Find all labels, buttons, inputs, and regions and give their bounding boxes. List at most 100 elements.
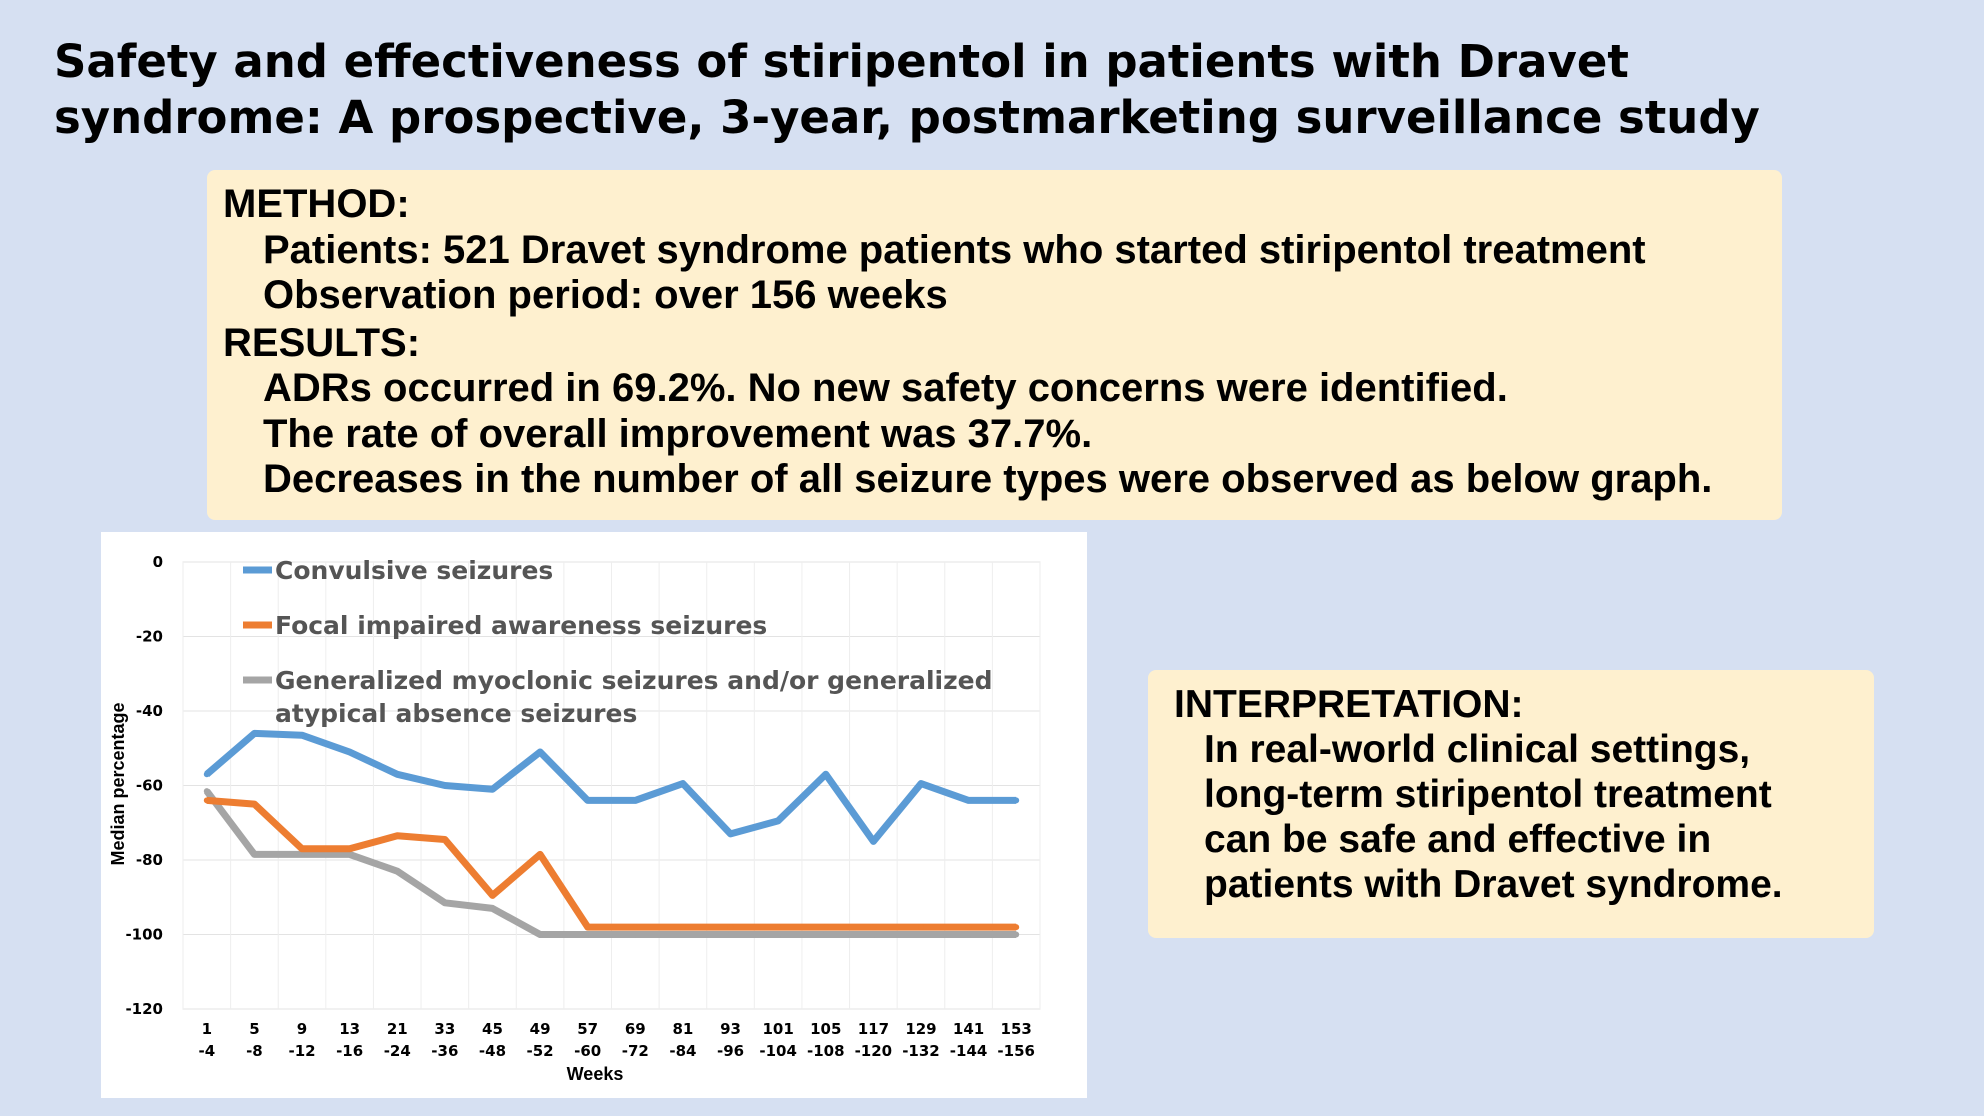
x-tick-label-week-end: -48 (479, 1042, 506, 1060)
data-point (775, 931, 782, 938)
x-tick-label-week-end: -132 (902, 1042, 940, 1060)
data-point (727, 830, 734, 837)
x-tick-label-week-end: -8 (246, 1042, 263, 1060)
y-tick-label: -40 (136, 702, 163, 720)
data-point (251, 801, 258, 808)
y-axis-title: Median percentage (108, 702, 128, 865)
result-adr-text: ADRs occurred in 69.2%. No new safety co… (263, 366, 1508, 410)
legend-label: Generalized myoclonic seizures and/or ge… (275, 666, 993, 695)
data-point (965, 924, 972, 931)
observation-text: Observation period: over 156 weeks (263, 273, 948, 317)
x-tick-label-week-start: 9 (297, 1020, 307, 1038)
result-decrease-text: Decreases in the number of all seizure t… (263, 457, 1713, 501)
interpretation-heading: INTERPRETATION: (1174, 683, 1524, 726)
line-chart: 0 -20 -40 -60 -80 -100 -120 1 -4 5 -8 9 -12 13 -16 21 -… (108, 553, 1041, 1084)
data-point (1013, 924, 1020, 931)
y-tick-label: -120 (125, 1000, 163, 1018)
x-tick-label-week-start: 5 (249, 1020, 259, 1038)
data-point (299, 732, 305, 739)
data-point (1013, 797, 1020, 804)
x-tick-label-week-start: 129 (905, 1020, 936, 1038)
x-tick-label-week-end: -12 (288, 1042, 315, 1060)
data-point (965, 797, 972, 804)
result-improvement-text: The rate of overall improvement was 37.7… (263, 411, 1093, 456)
results-heading: RESULTS: (223, 320, 421, 365)
title-line-2: syndrome: A prospective, 3-year, postmar… (54, 91, 1760, 144)
data-point (537, 749, 544, 755)
chart-series (203, 729, 1020, 938)
data-point (775, 924, 782, 931)
data-point (870, 931, 877, 938)
x-tick-label-week-start: 57 (577, 1020, 598, 1038)
data-point (679, 780, 686, 787)
x-axis-ticks: 1 -4 5 -8 9 -12 13 -16 21 -24 33 -36 45 -48 49 -52 57 -60… (198, 1020, 1034, 1060)
title-line-1: Safety and effectiveness of stiripentol … (54, 35, 1629, 88)
legend-label: Convulsive seizures (275, 556, 553, 585)
x-tick-label-week-end: -16 (336, 1042, 363, 1060)
x-tick-label-week-end: -36 (431, 1042, 458, 1060)
x-tick-label-week-end: -96 (717, 1042, 744, 1060)
y-axis-ticks: 0 -20 -40 -60 -80 -100 -120 (125, 553, 163, 1018)
interpretation-box: INTERPRETATION: In real-world clinical s… (1148, 670, 1874, 938)
x-tick-label-week-end: -84 (669, 1042, 696, 1060)
x-tick-label-week-end: -60 (574, 1042, 601, 1060)
x-tick-label-week-end: -24 (384, 1042, 411, 1060)
data-point (822, 924, 829, 931)
data-point (584, 931, 591, 938)
legend-label: Focal impaired awareness seizures (275, 611, 767, 640)
interpretation-line-2: long-term stiripentol treatment (1204, 773, 1772, 816)
x-tick-label-week-end: -52 (527, 1042, 554, 1060)
interpretation-line-1: In real-world clinical settings, (1204, 728, 1751, 771)
patients-text: Patients: 521 Dravet syndrome patients w… (263, 227, 1646, 272)
x-tick-label-week-start: 141 (953, 1020, 984, 1038)
x-tick-label-week-end: -4 (198, 1042, 215, 1060)
data-point (203, 797, 210, 804)
data-point (1013, 931, 1020, 938)
x-tick-label-week-start: 69 (625, 1020, 646, 1038)
x-tick-label-week-start: 45 (482, 1020, 503, 1038)
data-point (441, 899, 448, 906)
data-point (918, 780, 924, 787)
y-tick-label: -100 (125, 926, 163, 944)
x-tick-label-week-start: 105 (810, 1020, 841, 1038)
data-point (870, 924, 877, 931)
data-point (299, 845, 305, 852)
data-point (584, 797, 591, 804)
x-tick-label-week-start: 117 (858, 1020, 889, 1038)
interpretation-line-4: patients with Dravet syndrome. (1204, 863, 1783, 906)
method-results-box: METHOD: Patients: 521 Dravet syndrome pa… (207, 170, 1782, 520)
data-point (775, 817, 782, 824)
data-point (679, 924, 686, 931)
data-point (822, 931, 829, 938)
data-point (489, 905, 496, 912)
data-point (727, 931, 734, 938)
method-heading: METHOD: (223, 182, 410, 226)
x-tick-label-week-end: -144 (950, 1042, 988, 1060)
data-point (251, 730, 258, 737)
x-tick-label-week-start: 101 (762, 1020, 793, 1038)
chart-grid (182, 561, 1041, 1010)
data-point (346, 749, 353, 755)
series-line-1 (204, 729, 1017, 845)
data-point (632, 797, 639, 804)
x-tick-label-week-end: -72 (622, 1042, 649, 1060)
data-point (394, 832, 401, 839)
y-tick-label: -80 (136, 851, 163, 869)
chart-legend: Convulsive seizures Focal impaired awaren… (243, 556, 993, 728)
data-point (870, 838, 877, 845)
data-point (251, 851, 258, 858)
data-point (441, 782, 448, 789)
y-tick-label: -60 (136, 777, 163, 795)
data-point (537, 931, 544, 938)
x-tick-label-week-end: -108 (807, 1042, 845, 1060)
data-point (489, 786, 496, 793)
x-tick-label-week-start: 153 (1001, 1020, 1032, 1038)
x-tick-label-week-start: 33 (434, 1020, 455, 1038)
x-axis-title: Weeks (567, 1064, 624, 1084)
data-point (822, 771, 829, 778)
x-tick-label-week-start: 93 (720, 1020, 741, 1038)
x-tick-label-week-start: 1 (202, 1020, 212, 1038)
series-line-2 (206, 796, 1017, 931)
chart-panel: 0 -20 -40 -60 -80 -100 -120 1 -4 5 -8 9 -12 13 -16 21 -… (101, 532, 1087, 1098)
x-tick-label-week-start: 13 (339, 1020, 360, 1038)
